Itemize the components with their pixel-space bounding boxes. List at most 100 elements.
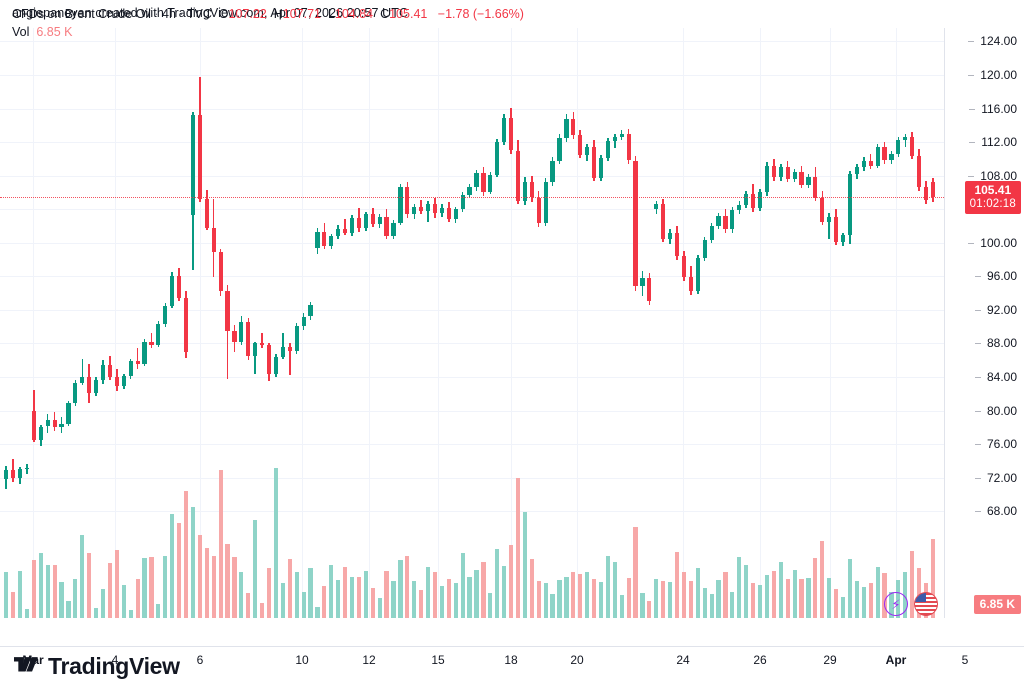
candle-body [854, 167, 859, 174]
gridline-h [0, 276, 944, 278]
volume-bar [557, 579, 562, 618]
gridline-v [33, 28, 34, 618]
lightning-bolt-icon[interactable]: ⚡ [884, 592, 908, 616]
candle-body [744, 194, 749, 205]
volume-bar [868, 583, 873, 618]
candle-body [702, 240, 707, 258]
volume-bar [585, 571, 590, 618]
candle-body [114, 377, 119, 387]
gridline-h [0, 108, 944, 110]
candle-body [45, 419, 50, 427]
candle-body [211, 227, 216, 252]
volume-bar [702, 588, 707, 618]
current-price-badge[interactable]: 105.41 01:02:18 [964, 181, 1021, 215]
candle-body [903, 137, 908, 141]
legend-change: −1.78 (−1.66%) [437, 7, 524, 21]
tick-dash [974, 276, 981, 278]
candle-body [343, 228, 348, 233]
time-tick-label: 15 [431, 653, 445, 667]
volume-bar [398, 560, 403, 618]
volume-bar [536, 581, 541, 618]
volume-bar [246, 592, 251, 618]
candle-body [896, 140, 901, 154]
tick-dash [969, 108, 976, 110]
gridline-v [438, 28, 439, 618]
candle-body [619, 133, 624, 138]
volume-bar [204, 547, 209, 618]
volume-bar [861, 586, 866, 618]
candle-body [31, 411, 36, 440]
candle-wick [282, 333, 284, 360]
price-tick-label: 100.00 [968, 236, 1017, 250]
tick-dash [974, 410, 981, 412]
volume-bar [280, 583, 285, 618]
volume-bar [633, 526, 638, 618]
volume-bar [363, 570, 368, 618]
candle-body [751, 194, 756, 209]
volume-bar [612, 561, 617, 618]
candle-body [329, 236, 334, 247]
current-price-line [0, 197, 944, 199]
tradingview-footer: TradingView [14, 653, 180, 680]
legend-high-label: H [273, 7, 283, 21]
gridline-h [0, 343, 944, 345]
legend-exchange: TVC [186, 7, 212, 21]
time-axis[interactable]: Mar461012151820242629Apr58 [0, 646, 1024, 677]
chart-legend[interactable]: CFDs on Brent Crude Oil · 4h · TVC O107.… [12, 6, 524, 41]
price-axis[interactable]: 124.00120.00116.00112.00108.00104.00100.… [944, 28, 1024, 618]
gridline-v [369, 28, 370, 618]
volume-bar [903, 571, 908, 618]
volume-bar [446, 578, 451, 618]
candle-body [246, 321, 251, 356]
volume-bar [591, 578, 597, 618]
gridline-v [683, 28, 684, 618]
volume-bar [453, 583, 458, 618]
candle-body [80, 377, 85, 383]
gridline-v [115, 28, 116, 618]
volume-bar [661, 581, 666, 618]
legend-ohlc-row: CFDs on Brent Crude Oil · 4h · TVC O107.… [12, 6, 524, 23]
legend-symbol[interactable]: CFDs on Brent Crude Oil [12, 7, 151, 21]
volume-bar [668, 582, 673, 618]
legend-close-label: C [380, 7, 390, 21]
legend-low-label: L [327, 7, 335, 21]
time-tick-label: 6 [196, 653, 204, 667]
candle-body [785, 167, 790, 179]
candle-body [190, 115, 196, 215]
price-tick-label: 84.00 [974, 370, 1017, 384]
candle-body [847, 174, 853, 236]
candle-body [384, 216, 389, 237]
volume-bar [384, 570, 389, 618]
legend-open-value: 107.22 [228, 7, 267, 21]
candle-body [612, 137, 617, 142]
chart-plot-area[interactable]: ⚡ [0, 28, 944, 618]
volume-bar [59, 582, 64, 618]
price-tick-label: 108.00 [968, 169, 1017, 183]
candle-body [163, 305, 168, 325]
gridline-h [0, 41, 944, 43]
volume-bar [38, 553, 43, 618]
candle-body [930, 182, 936, 198]
volume-bar [564, 576, 569, 618]
candle-body [730, 210, 735, 230]
volume-bar [370, 588, 375, 618]
candle-body [266, 345, 272, 374]
volume-bar [785, 578, 790, 618]
candle-body [66, 403, 71, 424]
volume-bar [840, 597, 846, 618]
candle-body [543, 182, 548, 223]
volume-bar [87, 553, 92, 618]
candle-body [253, 343, 258, 356]
candle-body [260, 343, 265, 346]
candle-body [647, 278, 652, 301]
candle-body [204, 199, 209, 228]
us-flag-icon[interactable] [914, 592, 938, 616]
volume-badge[interactable]: 6.85 K [973, 595, 1021, 614]
candle-body [771, 165, 776, 178]
candle-body [834, 216, 839, 242]
candle-body [640, 278, 645, 287]
tick-dash [974, 511, 981, 513]
gridline-h [0, 444, 944, 446]
volume-bar [460, 553, 465, 618]
legend-interval[interactable]: 4h [162, 7, 176, 21]
